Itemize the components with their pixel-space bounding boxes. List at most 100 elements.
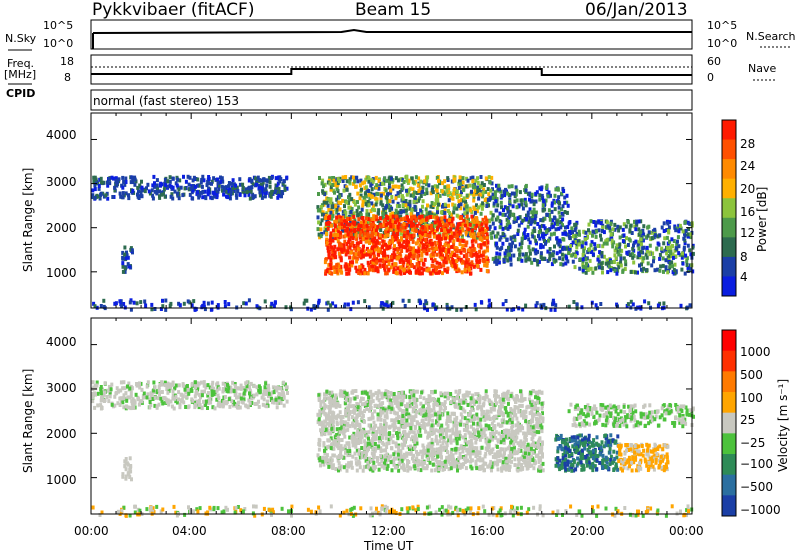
power-cell <box>127 264 131 269</box>
power-cell <box>358 235 362 240</box>
power-cell <box>327 269 331 274</box>
velocity-cell <box>343 422 346 427</box>
power-cell <box>612 259 616 264</box>
power-cell <box>546 249 550 254</box>
power-cell <box>601 225 605 230</box>
power-cell <box>521 218 525 223</box>
power-cell <box>584 241 588 246</box>
power-cell <box>133 177 137 182</box>
power-cell <box>468 183 472 188</box>
power-cell <box>504 225 508 230</box>
power-cell <box>605 258 609 263</box>
power-cell <box>472 252 476 257</box>
power-cell <box>415 191 419 195</box>
power-cell <box>465 257 469 262</box>
power-cell <box>447 186 451 191</box>
velocity-cell <box>91 380 95 385</box>
power-cell <box>485 245 489 250</box>
power-cell <box>323 260 327 265</box>
power-cell <box>475 203 478 208</box>
power-cell <box>378 233 382 238</box>
power-cell <box>545 212 549 217</box>
power-cell <box>505 206 509 211</box>
power-cell <box>578 232 581 237</box>
velocity-cell <box>124 404 128 409</box>
power-cell <box>162 187 166 192</box>
velocity-cell <box>204 403 208 407</box>
power-cell <box>243 193 247 198</box>
power-cell <box>344 210 348 215</box>
power-cell <box>331 209 335 214</box>
power-cell <box>418 237 422 242</box>
power-cell <box>407 188 411 193</box>
power-cell <box>384 188 388 193</box>
power-cell <box>200 178 204 183</box>
power-cell <box>419 179 423 184</box>
power-cell <box>325 216 329 220</box>
power-cell <box>596 244 600 248</box>
power-cell <box>648 243 652 248</box>
power-cell <box>367 305 371 310</box>
power-cell <box>572 234 575 239</box>
power-cell <box>615 271 619 276</box>
power-cell <box>111 195 115 199</box>
power-cell <box>379 182 383 186</box>
power-cell <box>234 193 238 198</box>
velocity-cell <box>182 400 186 405</box>
power-colorbar-tick: 12 <box>740 226 756 240</box>
velocity-cell <box>342 465 346 470</box>
power-cell <box>515 205 519 210</box>
power-cell <box>358 196 362 201</box>
power-cell <box>416 183 420 188</box>
power-cell <box>419 194 423 198</box>
power-cell <box>405 243 409 248</box>
power-cell <box>416 263 420 268</box>
power-cell <box>121 195 125 200</box>
power-cell <box>127 193 130 198</box>
power-cell <box>583 246 586 251</box>
power-cell <box>528 248 532 253</box>
power-cell <box>664 258 668 263</box>
power-cell <box>452 206 456 211</box>
power-cell <box>147 189 151 194</box>
power-cell <box>557 200 561 205</box>
power-cell <box>401 225 405 230</box>
power-cell <box>631 246 635 251</box>
velocity-cell <box>213 406 217 411</box>
power-cell <box>564 261 568 266</box>
power-cell <box>685 259 689 264</box>
velocity-cell <box>264 381 268 386</box>
velocity-cell <box>272 390 276 395</box>
velocity-cell <box>105 395 109 399</box>
power-cell <box>465 207 469 212</box>
power-cell <box>345 179 349 184</box>
power-cell <box>688 248 692 253</box>
power-cell <box>374 247 378 252</box>
power-cell <box>323 213 327 218</box>
power-cell <box>173 189 177 194</box>
velocity-cell <box>99 403 103 408</box>
power-cell <box>402 221 406 226</box>
velocity-cell <box>320 406 324 411</box>
power-cell <box>365 187 369 192</box>
power-cell <box>441 248 445 253</box>
power-cell <box>338 179 341 183</box>
velocity-cell <box>155 404 159 409</box>
velocity-cell <box>387 441 391 446</box>
velocity-cell <box>510 459 513 464</box>
velocity-cell <box>417 422 421 427</box>
velocity-cell <box>134 392 138 397</box>
power-cell <box>241 182 245 187</box>
power-cell <box>113 188 117 193</box>
power-cell <box>438 220 442 225</box>
power-cell <box>507 193 511 198</box>
power-cell <box>689 235 693 240</box>
velocity-cell <box>91 395 95 400</box>
power-cell <box>420 253 424 258</box>
power-cell <box>571 240 575 245</box>
power-cell <box>519 198 523 203</box>
power-cell <box>677 251 681 256</box>
power-cell <box>642 266 646 271</box>
power-cell <box>674 254 678 259</box>
power-cell <box>327 208 331 212</box>
